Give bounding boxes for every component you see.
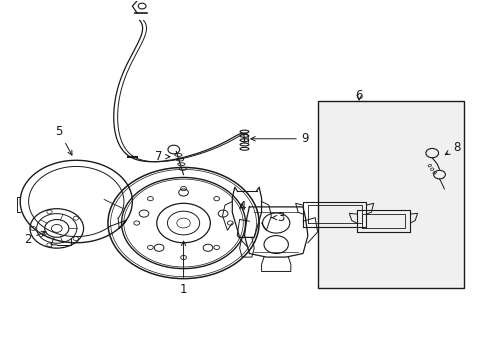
Text: 6: 6	[355, 89, 362, 102]
Text: 2: 2	[24, 231, 46, 246]
Text: 5: 5	[56, 125, 72, 155]
Text: 9: 9	[250, 132, 308, 145]
Text: 3: 3	[271, 211, 284, 224]
Text: 8: 8	[445, 141, 459, 155]
Bar	[317, 101, 463, 288]
Text: 7: 7	[155, 150, 170, 163]
Text: 4: 4	[238, 201, 245, 213]
Text: 1: 1	[180, 241, 187, 296]
